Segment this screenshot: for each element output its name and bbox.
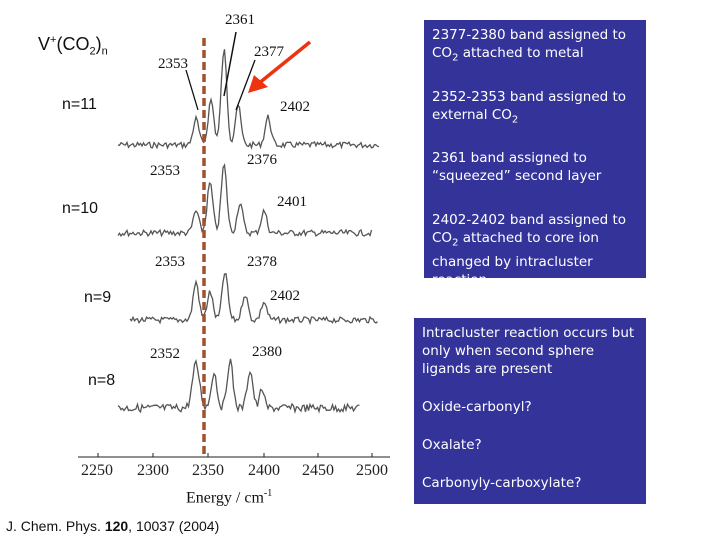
assignment-4: 2402-2402 band assigned to CO2 attached … <box>432 212 627 288</box>
spectrum-trace <box>117 49 380 150</box>
band-assignments-box: 2377-2380 band assigned to CO2 attached … <box>424 20 646 288</box>
x-tick-2350: 2350 <box>192 462 224 479</box>
spectrum-trace <box>117 358 360 414</box>
peak-label-2353-n10: 2353 <box>150 163 180 179</box>
note-oxide-carbonyl: Oxide-carbonyl? <box>422 399 532 415</box>
peak-label-2402-n11: 2402 <box>280 99 310 115</box>
n9-label: n=9 <box>84 289 112 306</box>
assignment-1: 2377-2380 band assigned to CO2 attached … <box>432 27 627 64</box>
reaction-notes-box: Intracluster reaction occurs but only wh… <box>414 318 646 504</box>
x-axis-label: Energy / cm-1 <box>186 488 273 507</box>
peak-label-2353-n9: 2353 <box>155 254 185 270</box>
x-tick-2500: 2500 <box>356 462 388 479</box>
peak-label-2378-n9: 2378 <box>247 254 277 270</box>
peak-label-2402-n9: 2402 <box>270 288 300 304</box>
n10-label: n=10 <box>62 200 99 217</box>
red-arrow-shaft <box>256 40 312 86</box>
peak-label-2377-n11: 2377 <box>254 44 284 60</box>
peak-label-2376-n10: 2376 <box>247 152 277 168</box>
citation: J. Chem. Phys. 120, 10037 (2004) <box>6 518 220 534</box>
assignment-3: 2361 band assigned to “squeezed” second … <box>432 150 602 185</box>
peak-2353-pointer <box>185 69 199 111</box>
peak-label-2401-n10: 2401 <box>277 194 307 210</box>
x-tick-2300: 2300 <box>137 462 169 479</box>
x-tick-2250: 2250 <box>81 462 113 479</box>
n8-label: n=8 <box>88 372 116 389</box>
x-tick-2450: 2450 <box>302 462 334 479</box>
spectrum-trace <box>117 163 373 238</box>
note-intracluster: Intracluster reaction occurs but only wh… <box>422 325 635 377</box>
x-axis-ticks <box>97 453 373 457</box>
peak-2377-pointer <box>235 59 256 111</box>
red-arrow-head <box>248 75 268 93</box>
x-tick-2400: 2400 <box>248 462 280 479</box>
n11-label: n=11 <box>62 96 97 113</box>
note-carbonyly-carboxylate: Carbonyly-carboxylate? <box>422 475 582 491</box>
spectrum-traces <box>117 49 380 414</box>
peak-2361-pointer <box>223 31 237 97</box>
spectrum-trace <box>129 273 378 326</box>
peak-label-2353-n11: 2353 <box>158 56 188 72</box>
assignment-2: 2352-2353 band assigned to external CO2 <box>432 88 627 126</box>
note-oxalate: Oxalate? <box>422 437 482 453</box>
cluster-formula: V+(CO2)n <box>38 34 108 58</box>
peak-label-2361: 2361 <box>225 12 255 28</box>
peak-label-2380-n8: 2380 <box>252 344 282 360</box>
peak-label-2352-n8: 2352 <box>150 346 180 362</box>
